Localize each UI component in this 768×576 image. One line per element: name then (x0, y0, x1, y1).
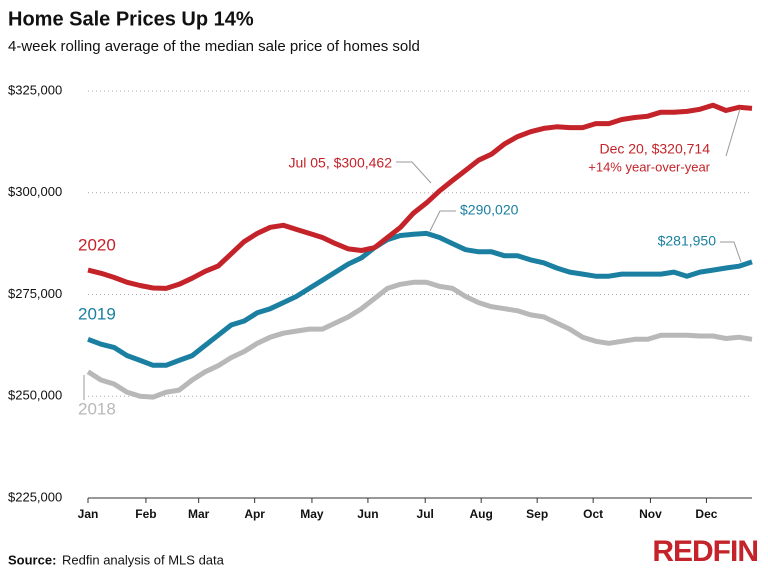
annotation: Dec 20, $320,714 (599, 141, 710, 157)
x-tick-label: Oct (583, 507, 603, 521)
annotation: +14% year-over-year (588, 159, 710, 174)
x-tick-label: May (300, 507, 324, 521)
x-tick-label: Jun (357, 507, 378, 521)
x-tick-label: Aug (470, 507, 493, 521)
x-tick-label: Mar (188, 507, 210, 521)
x-tick-label: Jan (78, 507, 99, 521)
series-line (87, 230, 753, 368)
series-line (86, 279, 753, 400)
brand-logo: REDFIN (652, 535, 758, 568)
leader-line (429, 210, 456, 232)
series-line (87, 102, 753, 291)
x-tick-label: Nov (639, 507, 662, 521)
series-label: 2020 (78, 235, 116, 254)
annotation: Jul 05, $300,462 (288, 155, 392, 171)
chart-title: Home Sale Prices Up 14% (8, 8, 254, 30)
x-tick-label: Dec (695, 507, 717, 521)
x-tick-label: Apr (244, 507, 265, 521)
y-tick-label: $325,000 (8, 82, 62, 97)
source: Redfin analysis of MLS data (62, 552, 225, 567)
x-tick-label: Jul (417, 507, 434, 521)
source-label: Source: (8, 552, 56, 567)
leader-line (720, 241, 742, 263)
chart-subtitle: 4-week rolling average of the median sal… (8, 38, 420, 55)
series-label: 2019 (78, 304, 116, 323)
y-tick-label: $225,000 (8, 489, 62, 504)
series-label: 2018 (78, 399, 116, 418)
x-tick-label: Sep (526, 507, 548, 521)
y-tick-label: $250,000 (8, 388, 62, 403)
annotation: $290,020 (460, 202, 519, 218)
leader-line (725, 108, 741, 157)
y-tick-label: $275,000 (8, 286, 62, 301)
annotation: $281,950 (658, 233, 717, 249)
leader-line (396, 161, 432, 184)
x-tick-label: Feb (135, 507, 156, 521)
y-tick-label: $300,000 (8, 184, 62, 199)
